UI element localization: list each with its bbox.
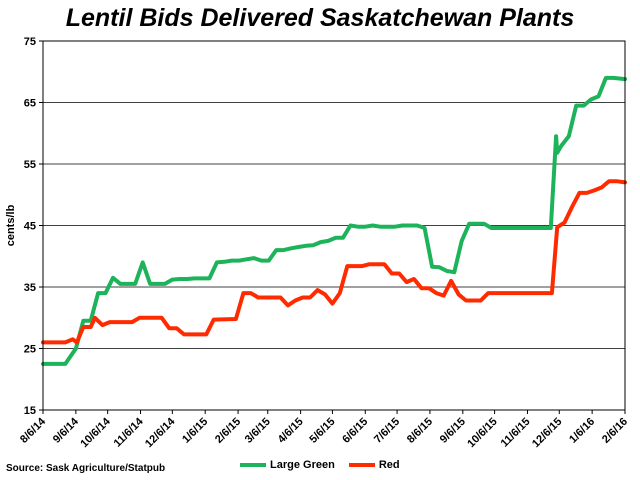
y-axis: 15 25 35 45 55 65 75 — [24, 36, 43, 417]
legend: Large Green Red — [240, 459, 414, 471]
x-tick-label: 1/6/15 — [180, 416, 210, 446]
x-tick-label: 2/6/15 — [213, 416, 243, 446]
legend-label-large-green: Large Green — [270, 459, 335, 471]
series-line-large-green — [41, 75, 627, 366]
y-tick-label: 75 — [24, 36, 36, 48]
y-tick-label: 45 — [24, 221, 36, 233]
x-tick-label: 7/6/15 — [372, 416, 402, 446]
x-tick-label: 9/6/15 — [438, 416, 468, 446]
x-tick-label: 1/6/16 — [567, 416, 597, 446]
x-tick-label: 9/6/14 — [51, 415, 82, 446]
x-tick-label: 8/6/15 — [405, 416, 435, 446]
y-axis-label: cents/lb — [5, 204, 17, 246]
y-tick-label: 35 — [24, 282, 36, 294]
x-tick-label: 12/6/15 — [530, 416, 564, 450]
series-line-red — [41, 179, 627, 345]
legend-swatch-red — [348, 463, 375, 467]
x-tick-label: 11/6/14 — [112, 415, 147, 450]
legend-item-red: Red — [348, 459, 400, 471]
x-tick-label: 11/6/15 — [499, 416, 533, 450]
plot-border — [42, 40, 626, 411]
y-tick-label: 15 — [24, 405, 36, 417]
y-tick-label: 55 — [24, 159, 36, 171]
y-tick-label: 25 — [24, 344, 36, 356]
source-note: Source: Sask Agriculture/Statpub — [6, 463, 166, 474]
y-tick-label: 65 — [24, 98, 36, 110]
legend-item-large-green: Large Green — [240, 459, 335, 471]
legend-label-red: Red — [378, 459, 400, 471]
x-tick-label: 10/6/15 — [465, 416, 499, 450]
series-lines — [41, 75, 627, 366]
chart-title: Lentil Bids Delivered Saskatchewan Plant… — [65, 4, 575, 32]
x-tick-label: 8/6/14 — [18, 415, 49, 446]
x-tick-label: 2/6/16 — [600, 416, 630, 446]
x-tick-label: 6/6/15 — [340, 416, 370, 446]
x-tick-label: 3/6/15 — [243, 416, 273, 446]
x-tick-label: 10/6/14 — [78, 415, 113, 450]
x-tick-label: 4/6/15 — [276, 416, 306, 446]
grid-lines — [43, 102, 625, 349]
x-tick-label: 12/6/14 — [143, 415, 178, 450]
legend-swatch-large-green — [240, 463, 266, 467]
x-tick-label: 5/6/15 — [307, 416, 337, 446]
